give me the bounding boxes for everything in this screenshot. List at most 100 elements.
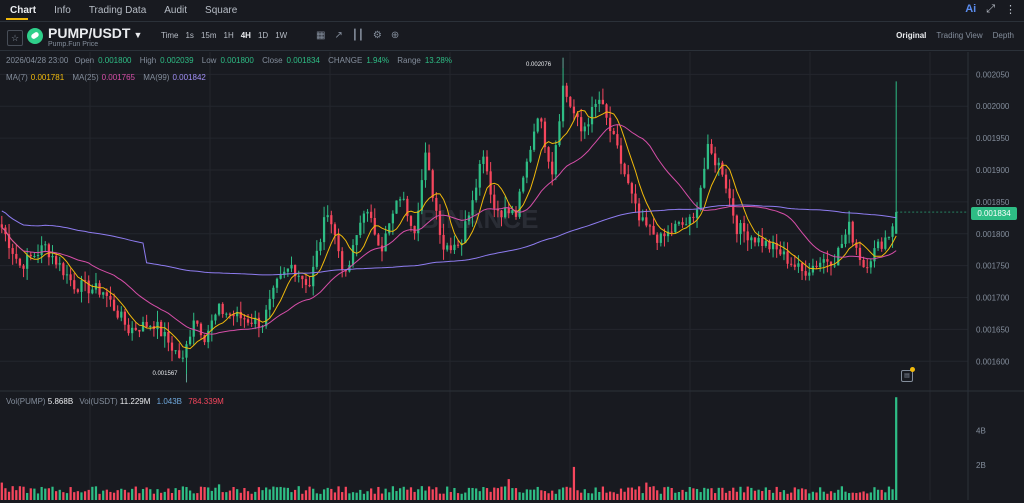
volume-bar (196, 493, 199, 500)
candle-body (880, 241, 883, 249)
volume-bar (858, 492, 862, 500)
candle-body (793, 264, 796, 267)
volume-bar (598, 491, 601, 500)
candle-body (341, 251, 344, 271)
interval-time[interactable]: Time (161, 31, 179, 40)
volume-bar (851, 492, 854, 500)
volume-bar (435, 487, 438, 500)
candle-body (645, 217, 648, 226)
candle-body (196, 320, 199, 324)
interval-4h[interactable]: 4H (240, 31, 251, 40)
candle-body (540, 118, 543, 122)
candle-body (304, 279, 308, 285)
price-axis-label: 0.001800 (976, 230, 1010, 239)
volume-bar (257, 487, 261, 500)
volume-bar (188, 490, 192, 500)
volume-bar (409, 487, 413, 500)
chart-tools: ▦ ↗ ┃┃ ⚙ ⊕ (316, 30, 399, 41)
indicator-icon[interactable]: ↗ (334, 30, 343, 41)
tab-audit[interactable]: Audit (164, 4, 188, 16)
view-original[interactable]: Original (896, 31, 927, 40)
candle-body (703, 168, 706, 188)
tab-info[interactable]: Info (54, 4, 71, 16)
volume-bar (138, 493, 141, 500)
candle-body (674, 223, 677, 233)
volume-bar (811, 491, 815, 500)
volume-bar (648, 486, 652, 500)
volume-bar (402, 486, 405, 500)
volume-bar (529, 489, 532, 500)
candle-body (583, 126, 586, 132)
candle-body (536, 118, 539, 132)
candle-body (210, 320, 213, 331)
volume-bar (22, 486, 25, 500)
volume-bar (366, 491, 369, 500)
favorite-star-icon[interactable]: ☆ (7, 30, 23, 46)
volume-bar (532, 489, 536, 500)
high-annotation: 0.002076 (526, 62, 552, 68)
candle-body (18, 258, 22, 266)
more-icon[interactable]: ⋮ (1005, 4, 1016, 16)
candle-body (178, 350, 181, 358)
volume-bar (489, 491, 492, 500)
candle-body (199, 323, 203, 336)
interval-1s[interactable]: 1s (185, 31, 194, 40)
candle-body (496, 208, 500, 211)
alert-icon[interactable]: ▤ (901, 370, 913, 382)
calendar-icon[interactable]: ▦ (316, 30, 326, 41)
tab-square[interactable]: Square (205, 4, 238, 16)
candle-body (55, 256, 58, 265)
candle-body (739, 223, 742, 235)
candle-body (109, 295, 112, 300)
price-axis-label: 0.001700 (976, 294, 1010, 303)
settings-sliders-icon[interactable]: ⚙ (372, 30, 382, 41)
volume-bar (543, 491, 547, 500)
volume-bar (467, 487, 471, 500)
volume-bar (185, 487, 188, 500)
volume-bar (156, 489, 159, 500)
view-trading-view[interactable]: Trading View (936, 31, 983, 40)
interval-15m[interactable]: 15m (200, 31, 217, 40)
volume-bar (26, 492, 29, 500)
volume-bar (417, 489, 420, 500)
volume-bar (29, 488, 32, 500)
volume-bar (243, 488, 246, 500)
candle-body (858, 247, 862, 260)
volume-bar (438, 493, 442, 500)
candle-body (228, 313, 232, 315)
candle-body (105, 292, 108, 296)
candle-body (160, 321, 163, 337)
view-depth[interactable]: Depth (992, 31, 1014, 40)
candle-body (692, 216, 695, 218)
ai-button[interactable]: Ai (965, 3, 977, 15)
tab-trading-data[interactable]: Trading Data (88, 4, 147, 16)
candle-body (134, 327, 137, 330)
volume-bar (782, 490, 786, 500)
volume-bar (692, 488, 695, 500)
candle-body (344, 270, 347, 272)
volume-bar (134, 486, 137, 500)
change-label: CHANGE (328, 56, 363, 65)
volume-bar (83, 491, 87, 500)
candle-body (406, 198, 409, 217)
interval-1h[interactable]: 1H (223, 31, 234, 40)
volume-bar (627, 487, 630, 500)
interval-1d[interactable]: 1D (257, 31, 269, 40)
volume-bar (239, 492, 242, 500)
volume-bar (261, 490, 264, 500)
volume-bar (561, 487, 565, 500)
expand-icon[interactable]: ⤢ (986, 3, 995, 15)
candle-body (149, 326, 152, 328)
candle-body (283, 271, 286, 275)
interval-1w[interactable]: 1W (275, 31, 288, 40)
candle-body (141, 321, 145, 332)
candle-body (384, 233, 387, 252)
add-icon[interactable]: ⊕ (390, 30, 400, 41)
volume-bar (15, 490, 18, 500)
candle-type-icon[interactable]: ┃┃ (351, 30, 364, 41)
tab-chart[interactable]: Chart (10, 4, 37, 16)
volume-bar (348, 493, 351, 500)
pair-selector[interactable]: PUMP/USDT ▼ (48, 25, 142, 41)
volume-bar (94, 486, 98, 500)
